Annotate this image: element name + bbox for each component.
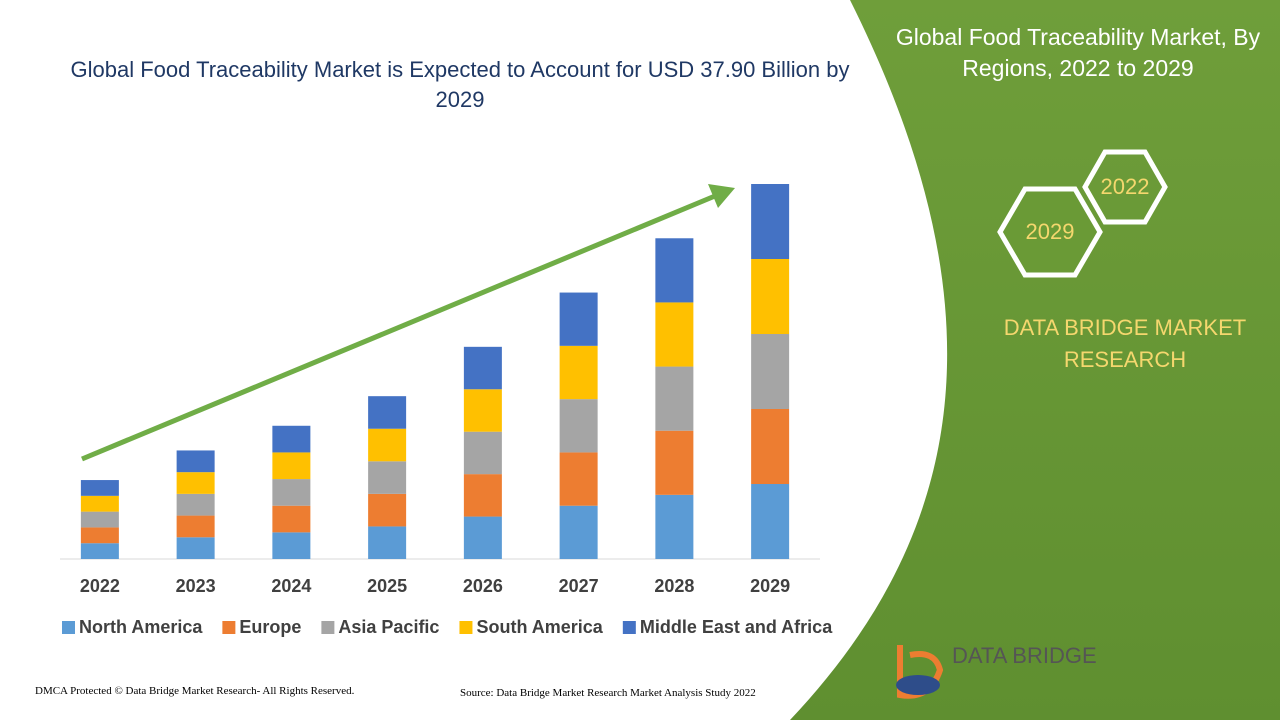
bar-segment [176,493,215,516]
legend-label: North America [79,617,203,637]
side-panel [790,0,1280,720]
logo-mark [897,645,944,699]
bar-segment [80,511,119,528]
bar-segment [655,302,694,367]
bar-segment [176,472,215,494]
trend-arrow [81,193,716,462]
legend-label: South America [476,617,603,637]
legend-swatch [321,621,335,634]
bar-segment [751,409,790,484]
x-tick-label: 2022 [80,576,120,596]
legend-label: Europe [239,617,301,637]
bar-segment [368,493,407,527]
hex-label: 2022 [1101,174,1150,199]
bar-segment [559,399,598,453]
bar-segment [463,389,502,432]
legend-label: Asia Pacific [338,617,439,637]
bar-segment [751,334,790,409]
x-tick-label: 2025 [367,576,407,596]
bar-segment [559,292,598,346]
bar-segment [559,505,598,559]
logo-text: DATA BRIDGE [952,643,1097,668]
bar-segment [655,366,694,431]
x-tick-label: 2028 [654,576,694,596]
footer-source: Source: Data Bridge Market Research Mark… [460,687,756,699]
x-tick-label: 2027 [559,576,599,596]
bar-segment [272,425,311,453]
bar-segment [463,516,502,559]
bar-segment [463,431,502,475]
bar-segment [751,184,790,259]
chart-title: Global Food Traceability Market is Expec… [70,57,850,112]
bar-segment [80,480,119,496]
legend-swatch [62,621,75,634]
bar-segment [272,479,311,506]
bar-segment [751,484,790,559]
bar-segment [272,532,311,559]
hexagon [997,186,1103,278]
legend-label: Middle East and Africa [640,617,833,637]
logo-mark [896,675,940,695]
panel-title: Global Food Traceability Market, By Regi… [895,24,1261,81]
bar-segment [368,428,407,462]
bar-segment [655,494,694,559]
hex-label: 2029 [1026,219,1075,244]
bar-segment [176,537,215,559]
bar-segment [368,461,407,494]
footer-copyright: DMCA Protected © Data Bridge Market Rese… [35,685,355,697]
x-tick-label: 2029 [750,576,790,596]
bar-segment [559,345,598,400]
bar-segment [368,396,407,429]
bar-segment [368,526,407,559]
arrow-head [708,184,735,208]
bar-segment [176,515,215,538]
bar-segment [655,238,694,303]
x-tick-label: 2026 [463,576,503,596]
bar-segment [80,543,119,559]
bar-segment [655,430,694,495]
bar-segment [80,527,119,544]
legend-swatch [459,621,473,634]
legend-swatch [222,621,236,634]
bar-segment [463,474,502,517]
hexagon [1082,149,1168,225]
x-tick-label: 2023 [176,576,216,596]
panel-brand: DATA BRIDGE MARKET RESEARCH [1003,315,1247,372]
bar-segment [80,495,119,512]
bar-segment [559,452,598,506]
x-tick-label: 2024 [271,576,311,596]
bar-segment [463,346,502,390]
bar-segment [272,505,311,533]
legend-swatch [622,621,636,634]
bar-segment [176,450,215,473]
bar-segment [272,452,311,480]
bar-segment [751,259,790,334]
